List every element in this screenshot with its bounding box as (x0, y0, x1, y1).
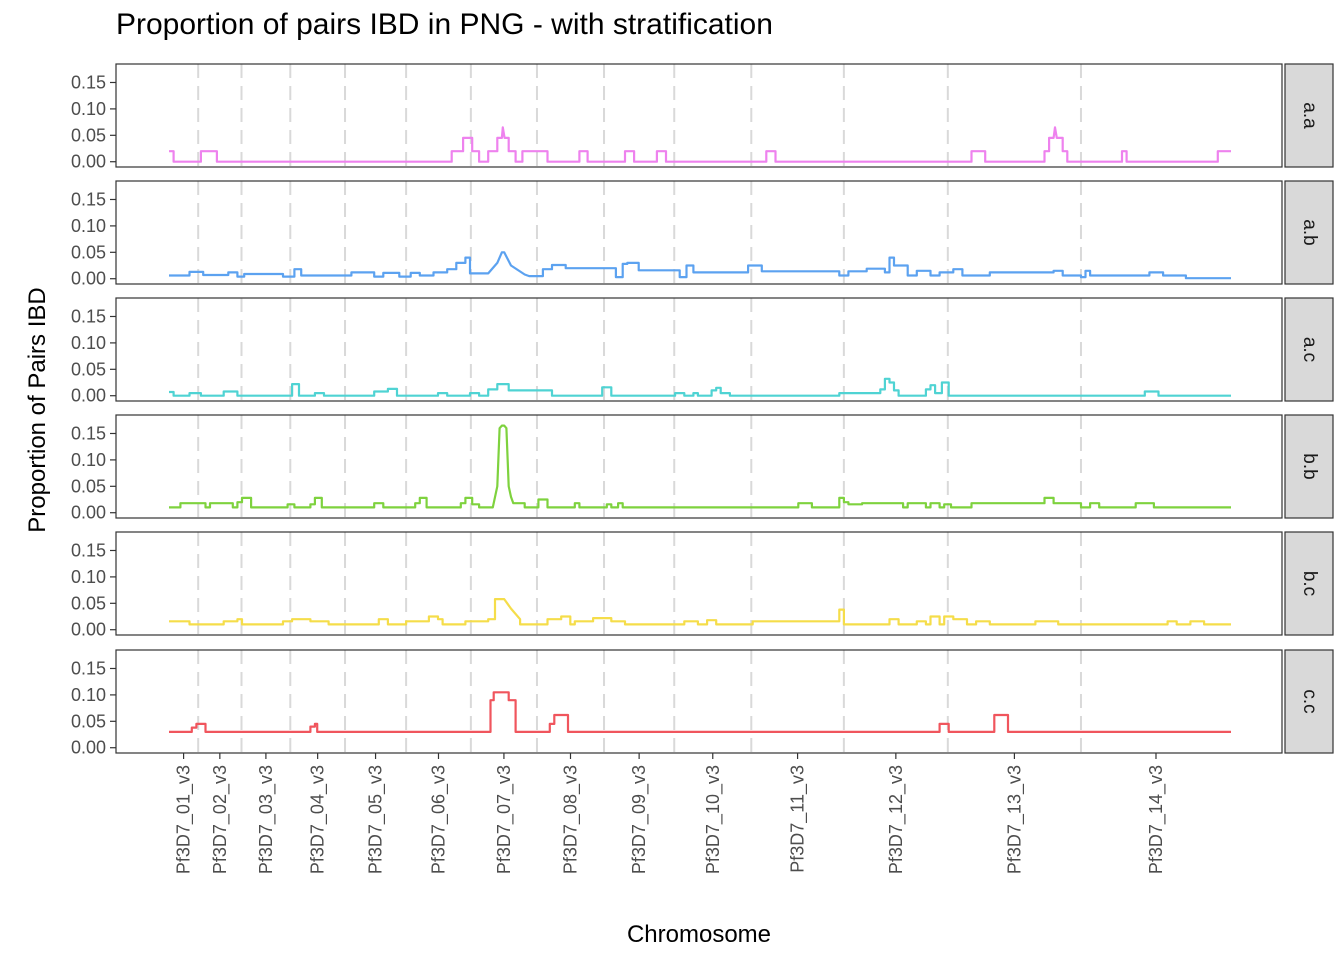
x-tick-label: Pf3D7_08_v3 (560, 765, 581, 874)
facet-strip-label: a.c (1299, 337, 1320, 362)
panel-frame-a.b (115, 180, 1283, 285)
x-tick-label: Pf3D7_06_v3 (428, 765, 449, 874)
facet-strip-c.c (1284, 649, 1334, 754)
facet-strip-b.c (1284, 531, 1334, 636)
x-axis-label: Chromosome (626, 921, 772, 948)
y-tick-label: 0.05 (71, 359, 106, 379)
y-tick-label: 0.15 (71, 306, 106, 326)
series-line-a.c (169, 377, 1231, 397)
facet-strip-a.b (1284, 180, 1334, 285)
facet-strip-label: a.b (1299, 219, 1320, 245)
y-tick-label: 0.10 (71, 333, 106, 353)
facet-strip-label: c.c (1299, 689, 1320, 713)
y-tick-label: 0.15 (71, 423, 106, 443)
facet-strip-b.b (1284, 414, 1334, 519)
y-tick-label: 0.15 (71, 658, 106, 678)
x-tick-label: Pf3D7_10_v3 (703, 765, 724, 874)
facet-strip-label: a.a (1299, 102, 1320, 129)
facet-strip-a.a (1284, 63, 1334, 168)
y-tick-label: 0.00 (71, 269, 106, 289)
series-line-b.b (169, 424, 1231, 509)
y-tick-label: 0.15 (71, 72, 106, 92)
y-tick-label: 0.00 (71, 738, 106, 758)
y-tick-label: 0.15 (71, 189, 106, 209)
y-tick-label: 0.10 (71, 450, 106, 470)
y-tick-label: 0.00 (71, 503, 106, 523)
x-tick-label: Pf3D7_03_v3 (256, 765, 277, 874)
x-tick-label: Pf3D7_02_v3 (210, 765, 231, 874)
y-tick-label: 0.05 (71, 242, 106, 262)
y-tick-label: 0.05 (71, 476, 106, 496)
x-tick-label: Pf3D7_09_v3 (629, 765, 650, 874)
y-tick-label: 0.10 (71, 567, 106, 587)
panel-frame-b.b (115, 414, 1283, 519)
x-tick-label: Pf3D7_07_v3 (494, 765, 515, 874)
panel-frame-c.c (115, 649, 1283, 754)
series-line-a.b (169, 251, 1231, 280)
y-tick-label: 0.10 (71, 216, 106, 236)
y-tick-label: 0.05 (71, 593, 106, 613)
x-tick-label: Pf3D7_14_v3 (1146, 765, 1167, 874)
facet-strip-a.c (1284, 297, 1334, 402)
x-tick-label: Pf3D7_13_v3 (1004, 765, 1025, 874)
y-tick-label: 0.10 (71, 685, 106, 705)
y-tick-label: 0.00 (71, 386, 106, 406)
y-tick-label: 0.05 (71, 125, 106, 145)
y-tick-label: 0.15 (71, 540, 106, 560)
x-tick-label: Pf3D7_12_v3 (886, 765, 907, 874)
y-tick-label: 0.10 (71, 99, 106, 119)
x-tick-label: Pf3D7_01_v3 (174, 765, 195, 874)
panel-frame-a.c (115, 297, 1283, 402)
series-line-a.a (169, 126, 1231, 163)
series-line-b.c (169, 598, 1231, 626)
facet-strip-label: b.c (1299, 571, 1320, 596)
panel-frame-a.a (115, 63, 1283, 168)
panel-frame-b.c (115, 531, 1283, 636)
y-tick-label: 0.05 (71, 711, 106, 731)
facet-strip-label: b.b (1299, 453, 1320, 479)
x-tick-label: Pf3D7_05_v3 (366, 765, 387, 874)
x-tick-label: Pf3D7_11_v3 (788, 765, 809, 873)
chart-title: Proportion of pairs IBD in PNG - with st… (116, 8, 773, 41)
series-line-c.c (169, 691, 1231, 733)
x-tick-label: Pf3D7_04_v3 (308, 765, 329, 874)
y-tick-label: 0.00 (71, 620, 106, 640)
y-tick-label: 0.00 (71, 152, 106, 172)
